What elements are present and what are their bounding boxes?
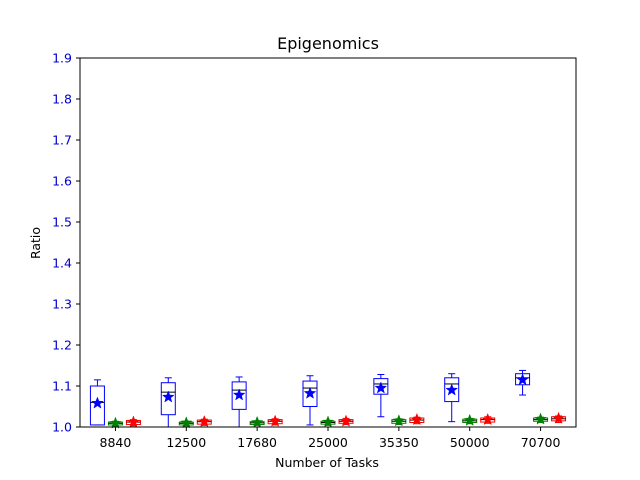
- box-group: [125, 415, 141, 428]
- y-tick-label: 1.5: [52, 215, 72, 230]
- mean-star-marker: [161, 390, 175, 403]
- y-tick-label: 1.0: [52, 420, 72, 435]
- chart-title: Epigenomics: [277, 34, 379, 53]
- y-tick-label: 1.1: [52, 379, 72, 394]
- x-tick-label: 17680: [237, 435, 277, 450]
- box-group: [480, 412, 496, 426]
- y-axis-ticks: 1.0 1.1 1.2 1.3 1.4 1.5 1.6 1.7 1.8 1.9: [52, 51, 80, 435]
- mean-star-marker: [232, 388, 246, 401]
- mean-star-marker: [339, 414, 353, 427]
- x-tick-label: 50000: [450, 435, 490, 450]
- box-group: [444, 373, 460, 423]
- x-tick-label: 70700: [521, 435, 561, 450]
- box-body: [160, 382, 176, 416]
- y-tick-label: 1.9: [52, 51, 72, 66]
- y-tick-label: 1.4: [52, 256, 72, 271]
- x-tick-label: 8840: [100, 435, 132, 450]
- y-tick-label: 1.8: [52, 92, 72, 107]
- box-body: [302, 380, 318, 407]
- box-group: [462, 413, 478, 426]
- box-group: [409, 412, 425, 426]
- mean-star-marker: [445, 383, 459, 396]
- x-tick-label: 12500: [166, 435, 206, 450]
- box-group: [338, 414, 354, 427]
- mean-star-marker: [481, 412, 495, 426]
- box-body: [373, 378, 389, 395]
- x-tick-label: 35350: [379, 435, 419, 450]
- y-tick-label: 1.3: [52, 297, 72, 312]
- x-tick-label: 25000: [308, 435, 348, 450]
- mean-star-marker: [374, 381, 388, 394]
- box-group: [107, 416, 123, 429]
- mean-star-marker: [410, 412, 424, 426]
- mean-star-marker: [179, 416, 193, 429]
- box-group: [249, 415, 265, 428]
- mean-star-marker: [109, 416, 122, 429]
- x-axis-label: Number of Tasks: [275, 455, 379, 470]
- mean-star-marker: [127, 415, 140, 428]
- box-body: [444, 377, 460, 403]
- mean-star-marker: [303, 386, 317, 399]
- box-plot-series: [89, 369, 567, 429]
- y-tick-label: 1.7: [52, 133, 72, 148]
- box-group: [533, 412, 549, 425]
- mean-star-marker: [463, 413, 477, 426]
- box-group: [373, 374, 389, 418]
- mean-star-marker: [392, 414, 406, 427]
- y-tick-label: 1.6: [52, 174, 72, 189]
- box-body: [231, 381, 247, 410]
- box-body: [89, 385, 105, 426]
- box-group: [302, 375, 318, 426]
- box-group: [231, 376, 247, 428]
- box-group: [320, 415, 336, 428]
- box-group: [551, 411, 567, 424]
- box-group: [178, 416, 194, 429]
- mean-star-marker: [552, 411, 565, 424]
- y-axis-label: Ratio: [28, 227, 43, 259]
- mean-star-marker: [268, 414, 282, 427]
- mean-star-marker: [197, 414, 211, 428]
- box-group: [89, 379, 105, 426]
- plot-area-frame: [79, 57, 577, 428]
- y-tick-label: 1.2: [52, 338, 72, 353]
- x-axis-ticks: 8840 12500 17680 25000 35350 50000 70700: [100, 427, 561, 450]
- mean-star-marker: [534, 412, 547, 425]
- mean-star-marker: [250, 415, 264, 428]
- mean-star-marker: [321, 415, 335, 428]
- box-group: [515, 369, 531, 396]
- box-group: [196, 414, 212, 428]
- mean-star-marker: [516, 373, 529, 386]
- box-group: [160, 377, 176, 428]
- mean-star-marker: [91, 396, 104, 409]
- box-group: [391, 414, 407, 427]
- box-group: [267, 414, 283, 427]
